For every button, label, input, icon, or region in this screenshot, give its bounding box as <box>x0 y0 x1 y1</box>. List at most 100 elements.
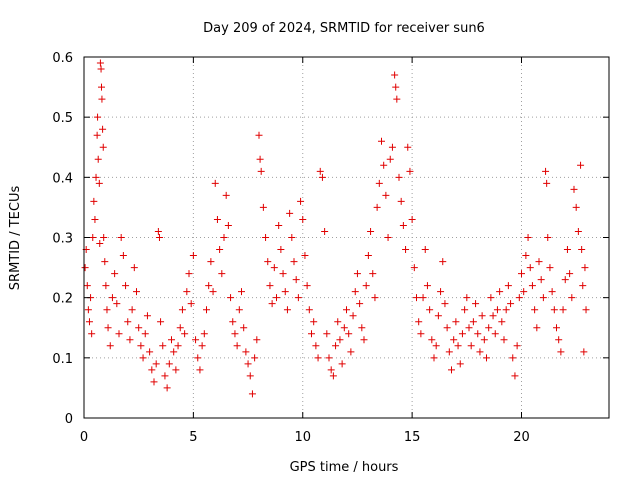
data-point <box>92 173 100 181</box>
data-point <box>375 179 383 187</box>
data-point <box>474 330 482 338</box>
data-point <box>507 300 515 308</box>
data-point <box>419 294 427 302</box>
data-point <box>548 288 556 296</box>
data-point <box>487 294 495 302</box>
y-tick-label: 0.5 <box>52 111 73 126</box>
data-point <box>108 294 116 302</box>
data-point <box>176 324 184 332</box>
data-point <box>111 270 119 278</box>
tick-labels: 0 0.1 0.2 0.3 0.4 0.5 0.6 0 5 10 15 20 <box>52 51 529 445</box>
data-point <box>229 318 237 326</box>
data-point <box>256 155 264 163</box>
data-point <box>194 354 202 362</box>
data-point <box>415 318 423 326</box>
data-point <box>428 336 436 344</box>
data-point <box>421 246 429 254</box>
data-point <box>268 300 276 308</box>
data-point <box>119 252 127 260</box>
data-point <box>445 348 453 356</box>
data-point <box>423 282 431 290</box>
data-point <box>347 348 355 356</box>
data-point <box>100 234 108 241</box>
data-point <box>209 288 217 296</box>
data-point <box>288 234 296 241</box>
data-point <box>297 197 305 205</box>
grid-lines <box>84 57 609 418</box>
data-point <box>472 300 480 308</box>
data-point <box>563 246 571 254</box>
data-point <box>535 258 543 266</box>
data-point <box>382 191 390 199</box>
data-point <box>483 354 490 362</box>
data-point <box>343 306 350 314</box>
data-point <box>553 324 560 332</box>
axis-ticks <box>83 56 609 419</box>
data-point <box>292 276 300 284</box>
data-point <box>135 324 143 332</box>
data-point <box>222 191 230 199</box>
data-point <box>248 390 256 398</box>
data-point <box>273 294 280 302</box>
data-point <box>522 252 530 260</box>
data-point <box>454 342 462 350</box>
data-point <box>251 354 259 362</box>
data-point <box>198 342 206 350</box>
data-point <box>356 300 364 308</box>
data-point <box>253 336 261 344</box>
data-point <box>369 270 377 278</box>
data-point <box>408 215 416 223</box>
data-point <box>413 294 420 302</box>
data-point <box>513 342 521 350</box>
y-axis-label: SRMTID / TECUs <box>8 186 23 291</box>
data-point <box>404 143 412 151</box>
data-point <box>461 306 469 314</box>
data-point <box>174 342 182 350</box>
data-point <box>489 312 497 320</box>
data-point <box>305 306 313 314</box>
data-point <box>498 318 506 326</box>
data-point <box>537 276 545 284</box>
data-point <box>299 215 307 223</box>
data-point <box>203 306 210 314</box>
data-point <box>143 312 151 320</box>
data-point <box>246 372 254 380</box>
data-point <box>310 318 318 326</box>
data-point <box>157 318 165 326</box>
data-point <box>137 342 145 350</box>
x-axis-label: GPS time / hours <box>290 460 399 475</box>
data-point <box>266 282 274 290</box>
data-point <box>432 342 440 350</box>
x-tick-label: 0 <box>80 430 88 445</box>
data-point <box>528 282 536 290</box>
data-point <box>542 167 550 175</box>
data-point <box>262 234 270 241</box>
data-point <box>511 372 519 380</box>
data-point <box>141 330 149 338</box>
data-point <box>227 294 235 302</box>
data-point <box>568 294 576 302</box>
data-point <box>211 179 219 187</box>
data-point <box>172 366 180 374</box>
data-point <box>349 312 357 320</box>
data-point <box>312 342 320 350</box>
data-point <box>544 234 552 241</box>
data-point <box>367 227 375 235</box>
data-point <box>155 234 163 241</box>
data-point <box>515 294 523 302</box>
data-point <box>220 234 228 241</box>
data-point <box>133 288 140 296</box>
data-point <box>334 318 342 326</box>
data-point <box>148 366 156 374</box>
data-point <box>550 306 558 314</box>
y-tick-label: 0.3 <box>52 232 73 247</box>
data-point <box>582 306 590 314</box>
data-point <box>218 270 226 278</box>
data-point <box>185 270 193 278</box>
data-point <box>578 246 586 254</box>
data-point <box>380 161 388 169</box>
data-point <box>426 306 434 314</box>
data-point <box>101 258 109 266</box>
data-point <box>96 59 104 67</box>
